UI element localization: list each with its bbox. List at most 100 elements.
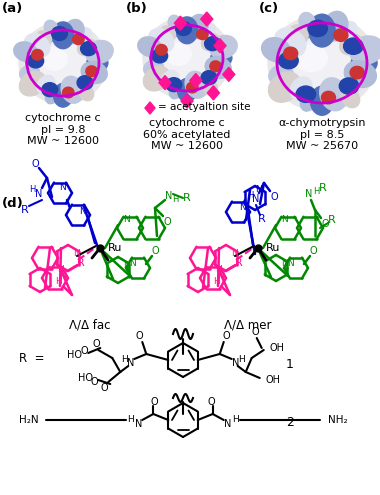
Text: cytochrome c
60% acetylated
MW ~ 12600: cytochrome c 60% acetylated MW ~ 12600 [143,118,231,151]
Ellipse shape [25,57,52,82]
Text: OH: OH [270,343,285,353]
Text: O: O [31,159,39,169]
Ellipse shape [165,43,192,65]
Ellipse shape [61,76,84,103]
Text: R  =: R = [19,351,45,364]
Text: N: N [73,249,79,258]
Ellipse shape [169,85,181,99]
Ellipse shape [32,50,43,60]
Text: H₂N: H₂N [19,415,38,425]
Ellipse shape [52,22,74,49]
Text: H: H [232,415,239,425]
Text: N: N [124,215,130,225]
Text: Λ/Δ mer: Λ/Δ mer [224,318,272,332]
Text: O: O [151,246,159,256]
Ellipse shape [187,82,198,93]
Text: H: H [29,186,35,195]
Ellipse shape [204,37,220,50]
Text: = acetyaltion site: = acetyaltion site [158,102,250,112]
Ellipse shape [79,28,91,42]
Ellipse shape [309,14,335,47]
Ellipse shape [276,37,330,80]
Ellipse shape [176,17,198,44]
Polygon shape [145,102,155,114]
Ellipse shape [166,78,182,92]
Ellipse shape [317,58,360,97]
Ellipse shape [336,45,368,72]
Text: N: N [57,265,63,275]
Ellipse shape [290,77,312,100]
Ellipse shape [210,61,221,72]
Text: 2: 2 [286,416,294,430]
Text: R: R [319,183,327,193]
Text: H: H [313,188,319,197]
Ellipse shape [344,75,363,92]
Ellipse shape [79,85,93,101]
Ellipse shape [198,43,225,65]
Polygon shape [174,16,187,30]
Text: OH: OH [266,375,281,385]
Ellipse shape [261,38,290,62]
Text: N: N [288,258,295,267]
Ellipse shape [25,41,70,77]
Ellipse shape [19,22,107,104]
Ellipse shape [52,36,92,65]
Ellipse shape [36,41,89,86]
Ellipse shape [308,20,328,37]
Ellipse shape [24,34,50,57]
Ellipse shape [168,15,182,31]
Text: HO: HO [67,350,82,360]
Text: N: N [224,419,231,429]
Text: N: N [130,258,136,267]
Polygon shape [201,12,213,26]
Text: N: N [60,183,66,192]
Ellipse shape [14,42,37,61]
Ellipse shape [52,27,67,41]
Ellipse shape [78,39,95,55]
Ellipse shape [37,75,55,95]
Ellipse shape [201,34,220,50]
Ellipse shape [339,78,359,94]
Ellipse shape [59,59,94,92]
Polygon shape [214,39,226,52]
Text: O: O [135,331,143,341]
Ellipse shape [275,28,306,57]
Text: N: N [231,249,238,258]
Text: N: N [282,215,288,225]
Ellipse shape [156,45,167,55]
Ellipse shape [45,90,57,104]
Text: R: R [235,258,243,268]
Text: H: H [127,415,134,425]
Text: (d): (d) [2,197,24,210]
Text: O: O [92,339,100,349]
Text: (c): (c) [259,2,279,15]
Ellipse shape [203,80,218,96]
Ellipse shape [161,26,175,42]
Ellipse shape [39,41,87,86]
Ellipse shape [201,71,217,85]
Ellipse shape [81,61,107,83]
Polygon shape [190,74,202,88]
Ellipse shape [205,68,220,82]
Ellipse shape [341,22,357,39]
Ellipse shape [143,17,231,99]
Ellipse shape [86,66,97,77]
Text: O: O [81,346,88,356]
Ellipse shape [321,91,336,104]
Ellipse shape [197,29,208,40]
Ellipse shape [211,50,232,66]
Ellipse shape [176,31,215,60]
Ellipse shape [144,60,163,76]
Ellipse shape [283,47,298,59]
Ellipse shape [300,94,315,111]
Polygon shape [223,67,235,81]
Text: N: N [60,270,68,280]
Text: HO: HO [78,373,93,383]
Ellipse shape [44,20,57,36]
Polygon shape [159,76,171,90]
Ellipse shape [87,54,108,71]
Ellipse shape [177,78,196,102]
Ellipse shape [86,41,113,63]
Text: O: O [223,331,231,341]
Ellipse shape [81,42,97,55]
